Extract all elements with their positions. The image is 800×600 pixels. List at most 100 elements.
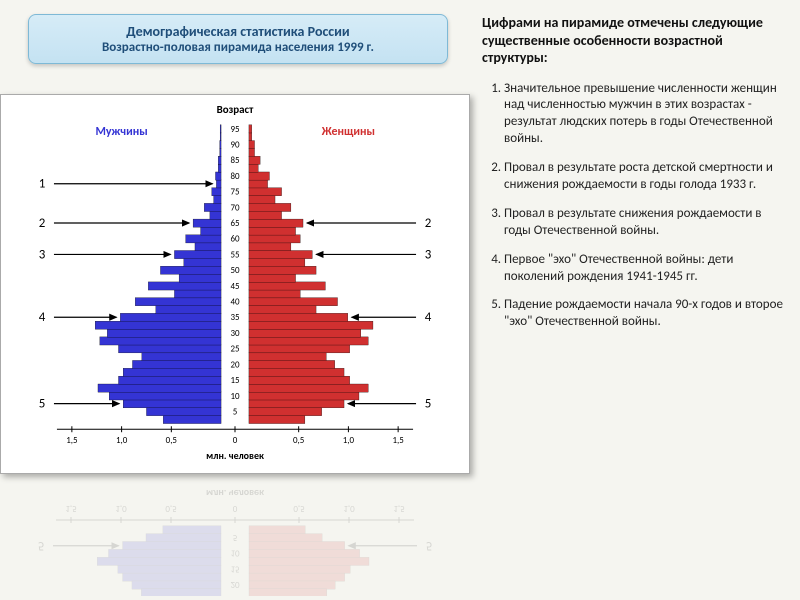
age-label: 10 — [230, 548, 240, 559]
male-bar — [215, 172, 221, 180]
pyramid-svg: 5101520253035404550556065707580859095Воз… — [1, 95, 469, 473]
female-bar — [249, 290, 300, 298]
male-bar — [107, 329, 221, 337]
age-label: 15 — [230, 375, 239, 386]
age-label: 30 — [230, 328, 240, 339]
male-bar — [156, 305, 221, 313]
female-bar — [249, 298, 338, 306]
male-bar — [132, 581, 221, 589]
male-bar — [123, 368, 221, 376]
header-line2: Возрастно-половая пирамида населения 199… — [39, 40, 437, 55]
female-bar — [249, 581, 335, 589]
male-bar — [141, 589, 221, 596]
x-tick: 0 — [233, 435, 238, 446]
female-bar — [249, 345, 350, 353]
annotation-number: 5 — [425, 397, 432, 412]
female-bar — [249, 133, 252, 141]
right-heading: Цифрами на пирамиде отмечены следующие с… — [482, 14, 786, 67]
male-bar — [95, 321, 221, 329]
female-bar — [249, 526, 305, 534]
female-bar — [249, 211, 282, 219]
male-bar — [123, 573, 221, 581]
female-bar — [249, 376, 350, 384]
age-label: 60 — [230, 234, 240, 245]
female-bar — [249, 321, 373, 329]
notes-list: Значительное превышение численности женщ… — [482, 81, 786, 332]
x-tick: 0,5 — [165, 503, 177, 514]
annotation-number: 5 — [426, 538, 433, 553]
male-bar — [135, 298, 221, 306]
male-bar — [118, 376, 221, 384]
x-tick: 0,5 — [293, 503, 305, 514]
note-item: Значительное превышение численности женщ… — [504, 81, 786, 149]
age-label: 55 — [230, 249, 239, 260]
female-bar — [249, 353, 326, 361]
female-bar — [249, 557, 369, 565]
age-label: 45 — [230, 281, 239, 292]
age-label: 65 — [230, 218, 239, 229]
header-box: Демографическая статистика России Возрас… — [28, 14, 448, 64]
annotation-number: 2 — [425, 216, 432, 231]
male-bar — [220, 141, 221, 149]
female-bar — [249, 305, 316, 313]
male-bar — [120, 313, 221, 321]
female-bar — [249, 400, 344, 408]
age-label: 20 — [230, 579, 240, 590]
female-bar — [249, 337, 368, 345]
female-bar — [249, 329, 361, 337]
male-bar — [146, 408, 221, 416]
male-bar — [212, 188, 221, 196]
female-bar — [249, 188, 282, 196]
female-bar — [249, 164, 258, 172]
male-bar — [179, 274, 221, 282]
male-bar — [109, 392, 221, 400]
male-bar — [216, 180, 221, 188]
x-tick: 0 — [233, 503, 238, 514]
female-bar — [249, 258, 305, 266]
age-label: 70 — [230, 202, 240, 213]
male-bar — [195, 243, 221, 251]
male-bar — [220, 148, 221, 156]
female-bar — [249, 534, 322, 542]
annotation-number: 3 — [39, 247, 46, 262]
age-label: 5 — [233, 406, 238, 417]
male-bar — [146, 534, 221, 542]
age-label: 75 — [230, 187, 239, 198]
female-bar — [249, 243, 291, 251]
male-bar — [132, 360, 221, 368]
pyramid-reflection: 5101520253035404550556065707580859095Воз… — [0, 476, 470, 596]
male-bar — [123, 541, 221, 549]
male-bar — [160, 266, 221, 274]
pyramid-chart: 5101520253035404550556065707580859095Воз… — [0, 94, 470, 474]
male-bar — [98, 384, 221, 392]
age-label: 25 — [230, 595, 240, 596]
note-item: Падение рождаемости начала 90-х годов и … — [504, 297, 786, 331]
female-bar — [249, 368, 344, 376]
age-label: 80 — [230, 171, 240, 182]
female-bar — [249, 565, 350, 573]
female-bar — [249, 274, 296, 282]
male-bar — [210, 211, 221, 219]
right-column: Цифрами на пирамиде отмечены следующие с… — [482, 14, 786, 343]
x-tick: 1,0 — [343, 503, 355, 514]
x-tick: 1,5 — [65, 503, 77, 514]
x-axis-label: млн. человек — [206, 487, 264, 500]
female-bar — [249, 282, 325, 290]
annotation-number: 4 — [425, 310, 432, 325]
female-bar — [249, 235, 300, 243]
age-label: 20 — [230, 359, 240, 370]
male-bar — [193, 219, 221, 227]
age-label: 10 — [230, 391, 240, 402]
male-bar — [218, 156, 221, 164]
male-bar — [109, 549, 222, 557]
female-bar — [249, 360, 335, 368]
male-bar — [100, 337, 221, 345]
male-bar — [163, 526, 221, 534]
annotation-number: 5 — [39, 397, 46, 412]
female-bar — [249, 148, 255, 156]
x-tick: 0,5 — [166, 435, 177, 446]
age-label: 90 — [230, 139, 240, 150]
header-line1: Демографическая статистика России — [39, 23, 437, 40]
male-bar — [174, 290, 221, 298]
male-bar — [142, 353, 221, 361]
